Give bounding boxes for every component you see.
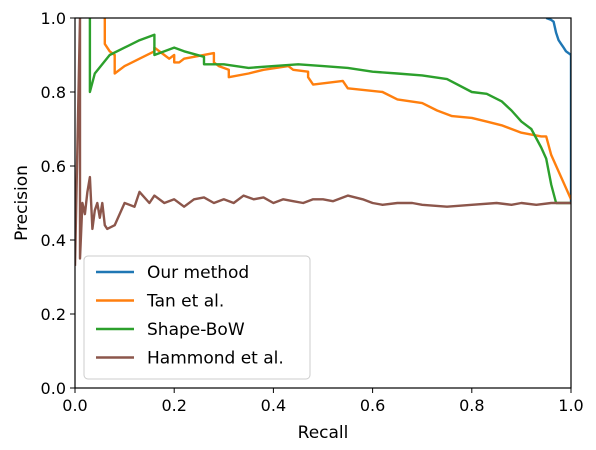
x-tick-label: 0.4 xyxy=(261,396,286,415)
legend-label: Tan et al. xyxy=(146,292,224,312)
y-tick-label: 0.0 xyxy=(41,379,66,398)
legend-label: Shape-BoW xyxy=(147,320,245,340)
series-line-tan-et-al xyxy=(103,18,571,200)
x-tick-label: 0.8 xyxy=(459,396,484,415)
y-axis: 0.0 0.2 0.4 0.6 0.8 1.0 xyxy=(41,9,75,398)
y-tick-label: 0.2 xyxy=(41,305,66,324)
legend: Our method Tan et al. Shape-BoW Hammond et … xyxy=(83,255,311,380)
y-tick-label: 0.8 xyxy=(41,83,66,102)
legend-label: Our method xyxy=(147,263,249,283)
y-axis-label: Precision xyxy=(12,165,32,241)
y-tick-label: 1.0 xyxy=(41,9,66,28)
y-tick-label: 0.4 xyxy=(41,231,66,250)
x-tick-label: 0.6 xyxy=(360,396,385,415)
x-tick-label: 1.0 xyxy=(558,396,583,415)
legend-label: Hammond et al. xyxy=(147,349,284,369)
series-line-shape-bow xyxy=(88,18,571,205)
x-axis: 0.0 0.2 0.4 0.6 0.8 1.0 xyxy=(62,388,584,415)
x-tick-label: 0.0 xyxy=(62,396,87,415)
x-axis-label: Recall xyxy=(298,423,349,443)
series-layer xyxy=(75,18,571,266)
y-tick-label: 0.6 xyxy=(41,157,66,176)
plot-frame xyxy=(74,17,572,389)
x-tick-label: 0.2 xyxy=(161,396,186,415)
legend-box xyxy=(83,255,311,380)
series-line-our-method xyxy=(545,18,571,203)
series-line-hammond-et-al xyxy=(75,18,571,266)
